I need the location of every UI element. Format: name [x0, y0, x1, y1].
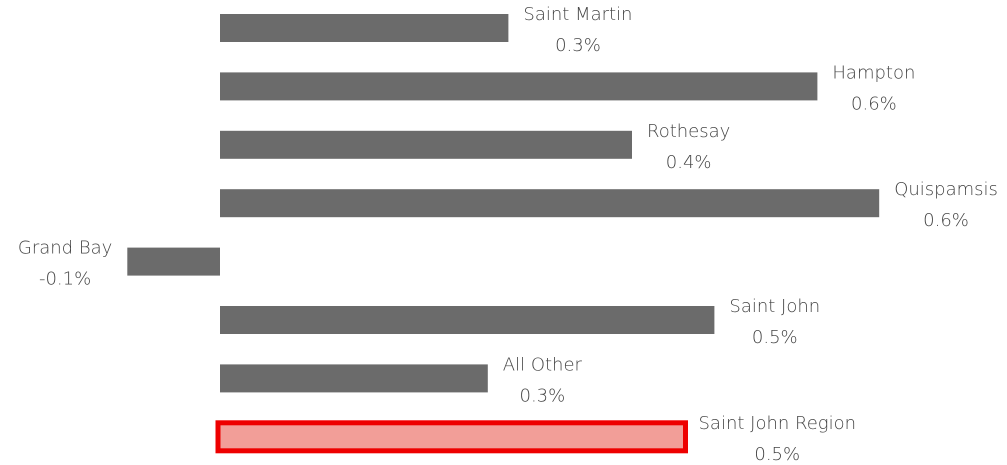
value-label: 0.5%: [754, 444, 800, 465]
bar: [220, 130, 632, 159]
bar-label: Saint John Region: [699, 413, 857, 434]
value-label: 0.3%: [520, 385, 566, 406]
bar: [220, 72, 818, 101]
value-label: 0.3%: [555, 35, 601, 56]
bar: [220, 364, 488, 393]
value-label: 0.5%: [752, 327, 798, 348]
value-label: 0.6%: [923, 210, 969, 231]
bar: [127, 247, 220, 276]
bar-label: All Other: [503, 354, 583, 375]
bar: [220, 14, 509, 42]
value-label: -0.1%: [39, 269, 91, 290]
bar-label: Quispamsis: [894, 179, 998, 200]
value-label: 0.6%: [851, 93, 897, 114]
bar-label: Rothesay: [647, 121, 730, 142]
bar-label: Grand Bay: [18, 238, 112, 259]
bar: [215, 420, 688, 454]
bar: [220, 306, 715, 334]
bar-label: Saint Martin: [523, 4, 632, 25]
bar-label: Hampton: [832, 62, 915, 83]
bar-label: Saint John: [729, 296, 820, 317]
value-label: 0.4%: [666, 152, 712, 173]
bar: [220, 189, 880, 218]
